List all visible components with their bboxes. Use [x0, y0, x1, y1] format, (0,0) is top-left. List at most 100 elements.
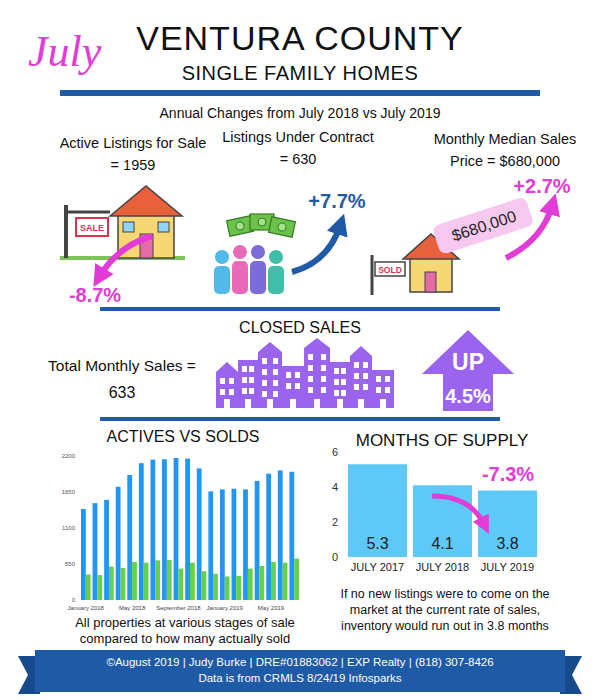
building: [372, 370, 394, 408]
window: [262, 369, 267, 375]
door: [267, 399, 273, 408]
window: [249, 366, 254, 372]
y-tick-label: 550: [65, 561, 76, 567]
bar: [132, 562, 137, 600]
door: [380, 399, 386, 408]
window: [321, 387, 326, 393]
window: [321, 354, 326, 360]
bar: [144, 563, 149, 600]
bar: [86, 574, 91, 600]
x-tick-label: September 2018: [156, 605, 201, 611]
bar: [167, 560, 172, 600]
bar: [208, 491, 213, 600]
bar: [225, 576, 230, 600]
y-tick-label: 2: [332, 516, 338, 528]
x-tick-label: JULY 2019: [481, 561, 534, 573]
sign-board: [76, 218, 108, 236]
stat-label: Price = $680,000: [450, 153, 560, 169]
window: [220, 378, 225, 384]
stat-label: = 1959: [111, 157, 156, 173]
bill-seal: [258, 218, 266, 226]
window: [354, 373, 359, 379]
window: [363, 373, 368, 379]
data-label: 5.3: [366, 535, 388, 552]
door: [245, 399, 251, 408]
divider: [60, 90, 540, 96]
bar: [289, 472, 294, 600]
bar: [104, 500, 109, 600]
y-tick-label: 1100: [62, 525, 76, 531]
window: [341, 390, 346, 396]
window: [286, 372, 291, 378]
bill-body: [269, 217, 296, 238]
down-arrow: [100, 236, 152, 276]
window: [242, 366, 247, 372]
skyline-icon: [216, 338, 394, 408]
down-arrow: [432, 496, 484, 524]
footer-ribbon: [18, 650, 582, 694]
bar: [478, 491, 537, 558]
stat-label: Active Listings for Sale: [60, 135, 207, 151]
window: [308, 354, 313, 360]
building: [350, 356, 372, 408]
subtitle: SINGLE FAMILY HOMES: [182, 62, 419, 84]
window: [385, 387, 390, 393]
window: [334, 368, 339, 374]
door: [337, 399, 343, 408]
change: +7.7%: [308, 190, 365, 212]
door: [358, 399, 364, 408]
sign-text: SALE: [80, 223, 104, 233]
stat-label: Listings Under Contract: [222, 129, 374, 145]
window: [308, 387, 313, 393]
bill-seal: [235, 221, 244, 230]
window: [262, 391, 267, 397]
window: [385, 376, 390, 382]
window: [308, 376, 313, 382]
window: [229, 389, 234, 395]
window: [229, 378, 234, 384]
arrow-text: UP: [452, 349, 484, 375]
bar: [271, 562, 276, 600]
chart-title: MONTHS OF SUPPLY: [356, 431, 529, 450]
arrow-text: 4.5%: [445, 385, 491, 407]
window: [242, 377, 247, 383]
bar: [283, 563, 288, 600]
bill-seal: [277, 222, 286, 231]
tag-text: $680,000: [450, 207, 519, 244]
y-tick-label: 4: [332, 481, 338, 493]
window: [363, 362, 368, 368]
building: [238, 360, 258, 408]
person-body: [232, 261, 248, 294]
bill: [227, 216, 254, 237]
bar: [348, 464, 407, 557]
caption: market at the current rate of sales,: [350, 603, 540, 617]
window: [286, 383, 291, 389]
sold-house-icon: SOLD$680,000: [372, 196, 534, 295]
up-block-arrow: [422, 330, 514, 411]
window: [334, 379, 339, 385]
bar: [197, 468, 202, 600]
stat-label: = 630: [280, 151, 317, 167]
x-tick-label: May 2018: [119, 605, 146, 611]
bar: [162, 459, 167, 600]
y-tick-label: 6: [332, 446, 338, 458]
caption: If no new listings were to come on the: [340, 587, 549, 601]
bar: [155, 560, 160, 600]
tag-body: [432, 196, 534, 255]
caption: compared to how many actually sold: [80, 631, 290, 646]
window: [341, 379, 346, 385]
bar: [213, 574, 218, 600]
window: [249, 388, 254, 394]
data-label: 3.8: [496, 535, 518, 552]
bar: [202, 571, 207, 600]
infographic: JulyVENTURA COUNTYSINGLE FAMILY HOMESAnn…: [0, 0, 600, 700]
window: [295, 383, 300, 389]
person-body: [268, 266, 284, 294]
bar: [259, 566, 264, 600]
up-arrow: [506, 206, 552, 258]
caption: All properties at various stages of sale: [75, 615, 295, 630]
bar: [278, 470, 283, 600]
bar: [243, 489, 248, 600]
ribbon-body: [35, 650, 565, 692]
door: [314, 399, 320, 408]
